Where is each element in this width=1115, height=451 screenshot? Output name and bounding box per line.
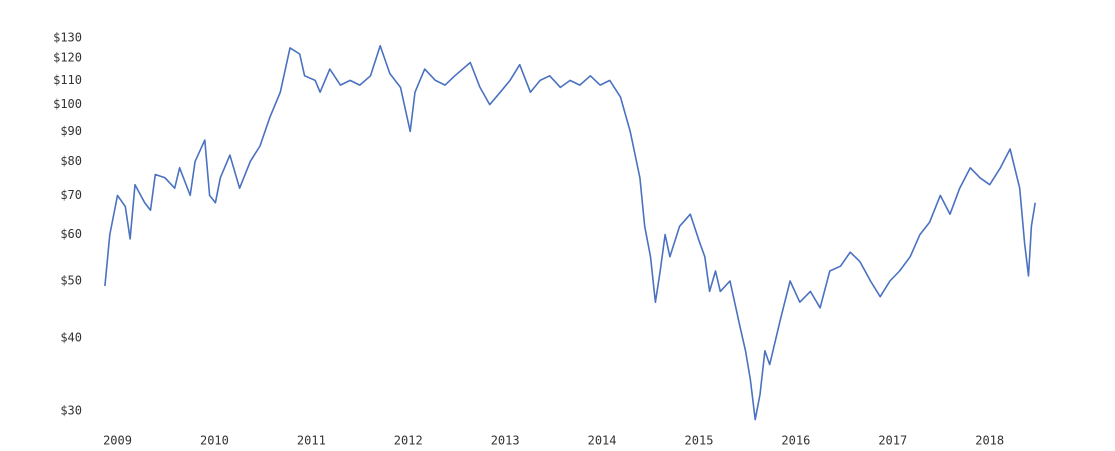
y-tick-label: $80 [60, 154, 82, 168]
y-tick-label: $70 [60, 188, 82, 202]
y-tick-label: $120 [53, 51, 82, 65]
x-tick-label: 2010 [200, 434, 229, 448]
x-tick-label: 2012 [394, 434, 423, 448]
x-tick-label: 2018 [975, 434, 1004, 448]
x-tick-label: 2011 [297, 434, 326, 448]
y-tick-label: $130 [53, 30, 82, 44]
y-tick-label: $50 [60, 273, 82, 287]
y-tick-label: $110 [53, 73, 82, 87]
y-tick-label: $60 [60, 227, 82, 241]
price-line [104, 45, 1036, 421]
x-tick-label: 2014 [588, 434, 617, 448]
y-tick-label: $100 [53, 97, 82, 111]
y-tick-label: $30 [60, 403, 82, 417]
x-tick-label: 2009 [103, 434, 132, 448]
x-tick-label: 2013 [491, 434, 520, 448]
y-tick-label: $40 [60, 330, 82, 344]
x-tick-label: 2016 [781, 434, 810, 448]
x-tick-label: 2017 [878, 434, 907, 448]
y-tick-label: $90 [60, 124, 82, 138]
x-tick-label: 2015 [685, 434, 714, 448]
